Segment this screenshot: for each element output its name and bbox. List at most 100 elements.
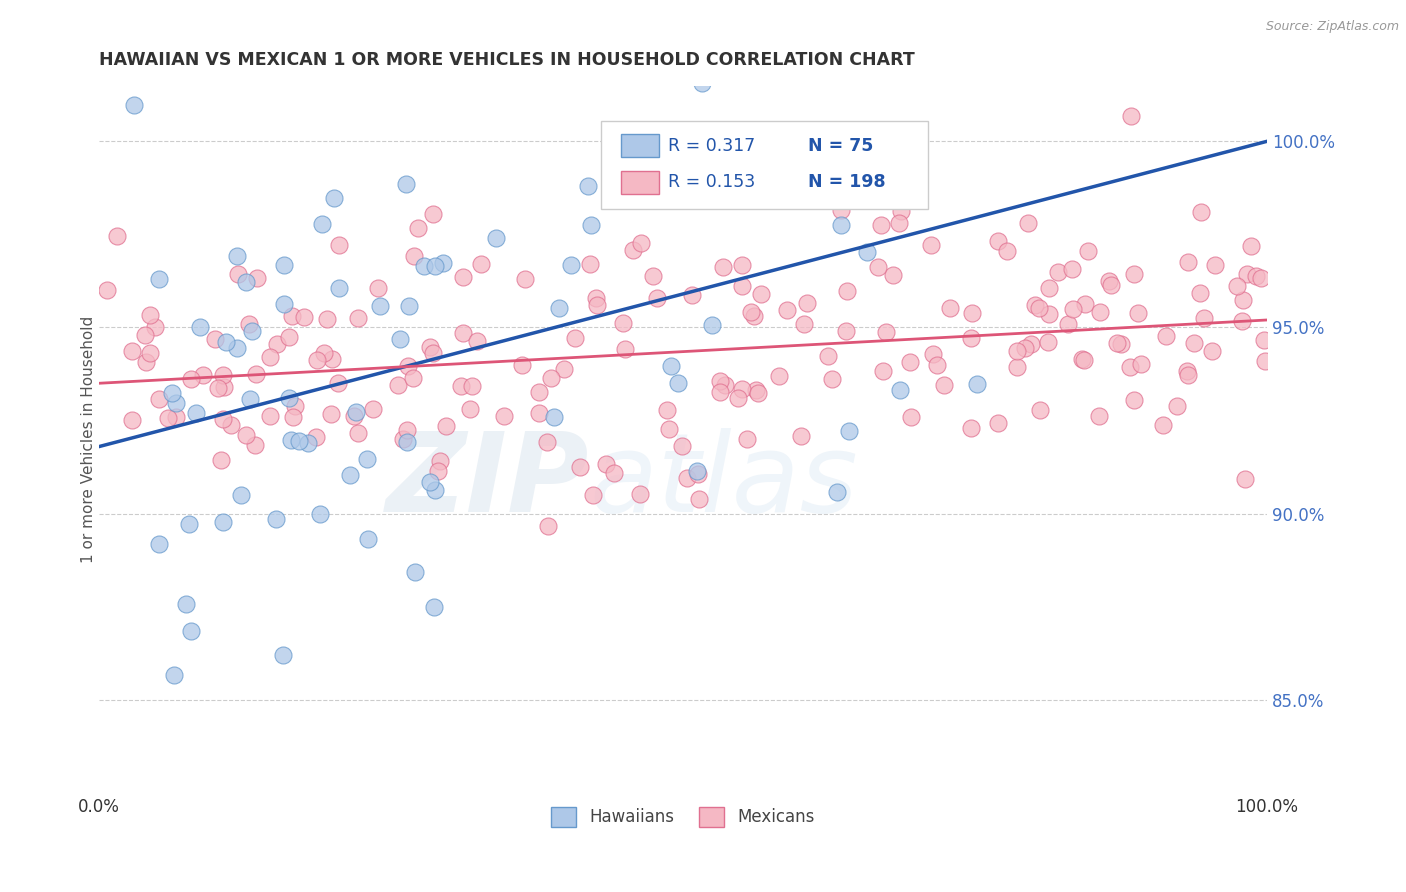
Point bbox=[186, 406, 208, 420]
Point bbox=[266, 337, 288, 351]
Text: HAWAIIAN VS MEXICAN 1 OR MORE VEHICLES IN HOUSEHOLD CORRELATION CHART: HAWAIIAN VS MEXICAN 1 OR MORE VEHICLES I… bbox=[100, 51, 915, 69]
Point bbox=[347, 310, 370, 325]
Point bbox=[191, 368, 214, 383]
Point bbox=[139, 308, 162, 322]
Point bbox=[1175, 364, 1198, 378]
Point bbox=[1250, 271, 1272, 285]
Point bbox=[790, 429, 813, 443]
Point bbox=[134, 328, 156, 343]
Point bbox=[246, 271, 269, 285]
Point bbox=[932, 378, 955, 392]
Point bbox=[357, 532, 380, 546]
Point bbox=[1005, 360, 1028, 375]
Point bbox=[148, 392, 170, 406]
Point bbox=[1123, 268, 1146, 282]
Point bbox=[226, 249, 249, 263]
Point bbox=[1017, 216, 1039, 230]
Point bbox=[148, 272, 170, 286]
Point bbox=[796, 296, 818, 310]
Point bbox=[527, 406, 550, 420]
Point bbox=[512, 358, 534, 372]
Point bbox=[356, 452, 378, 467]
Point bbox=[690, 122, 713, 136]
FancyBboxPatch shape bbox=[621, 171, 658, 194]
Point bbox=[830, 218, 852, 232]
Point bbox=[124, 98, 146, 112]
Point bbox=[273, 297, 295, 311]
Point bbox=[768, 369, 790, 384]
Point bbox=[657, 402, 679, 417]
Point bbox=[1128, 306, 1150, 320]
Point bbox=[793, 318, 815, 332]
Point bbox=[513, 272, 536, 286]
Point bbox=[343, 409, 366, 423]
Point bbox=[1244, 268, 1267, 283]
Point bbox=[422, 346, 444, 360]
Point bbox=[900, 410, 922, 425]
Point bbox=[419, 475, 441, 489]
Point bbox=[1189, 204, 1212, 219]
Point bbox=[731, 279, 754, 293]
Point bbox=[1177, 255, 1199, 269]
Point bbox=[1105, 336, 1128, 351]
Point bbox=[245, 368, 267, 382]
Point bbox=[689, 160, 711, 174]
Point bbox=[870, 218, 893, 232]
Point bbox=[875, 326, 897, 340]
Point bbox=[432, 256, 454, 270]
Point bbox=[581, 218, 603, 232]
Point bbox=[156, 411, 179, 425]
Point bbox=[139, 345, 162, 359]
Point bbox=[603, 467, 626, 481]
Point bbox=[422, 599, 444, 614]
Point bbox=[579, 257, 602, 271]
Point bbox=[425, 259, 447, 273]
Point bbox=[1119, 109, 1142, 123]
Point bbox=[742, 309, 765, 323]
Point bbox=[243, 438, 266, 452]
Text: ZIP: ZIP bbox=[387, 428, 589, 535]
Point bbox=[135, 354, 157, 368]
Point bbox=[540, 371, 562, 385]
Point bbox=[361, 402, 384, 417]
Point bbox=[259, 409, 281, 424]
Point bbox=[370, 299, 392, 313]
Point bbox=[1014, 341, 1036, 355]
Point bbox=[612, 316, 634, 330]
Text: N = 198: N = 198 bbox=[808, 173, 886, 192]
Point bbox=[960, 420, 983, 434]
Point bbox=[939, 301, 962, 315]
Point bbox=[219, 417, 242, 432]
Point bbox=[1234, 472, 1257, 486]
Point bbox=[1177, 368, 1199, 382]
Point bbox=[1226, 279, 1249, 293]
Point bbox=[553, 361, 575, 376]
Point bbox=[966, 376, 988, 391]
Text: N = 75: N = 75 bbox=[808, 136, 873, 154]
Point bbox=[1119, 360, 1142, 375]
Point bbox=[614, 343, 637, 357]
Point bbox=[188, 319, 211, 334]
Point bbox=[426, 464, 449, 478]
Point bbox=[882, 268, 904, 282]
Point bbox=[451, 269, 474, 284]
Point bbox=[749, 287, 772, 301]
Point bbox=[548, 301, 571, 315]
Point bbox=[404, 249, 426, 263]
Point bbox=[239, 392, 262, 406]
Point bbox=[529, 385, 551, 400]
Point bbox=[922, 347, 945, 361]
Point bbox=[681, 287, 703, 301]
Point bbox=[745, 383, 768, 397]
Point bbox=[273, 258, 295, 272]
Point bbox=[1062, 301, 1084, 316]
Point bbox=[347, 426, 370, 441]
Point bbox=[344, 405, 367, 419]
Point bbox=[671, 439, 693, 453]
Point bbox=[1060, 261, 1083, 276]
Point bbox=[925, 358, 948, 372]
Point bbox=[211, 412, 233, 426]
Point bbox=[1254, 354, 1277, 368]
Point bbox=[690, 76, 713, 90]
Point bbox=[1201, 344, 1223, 359]
